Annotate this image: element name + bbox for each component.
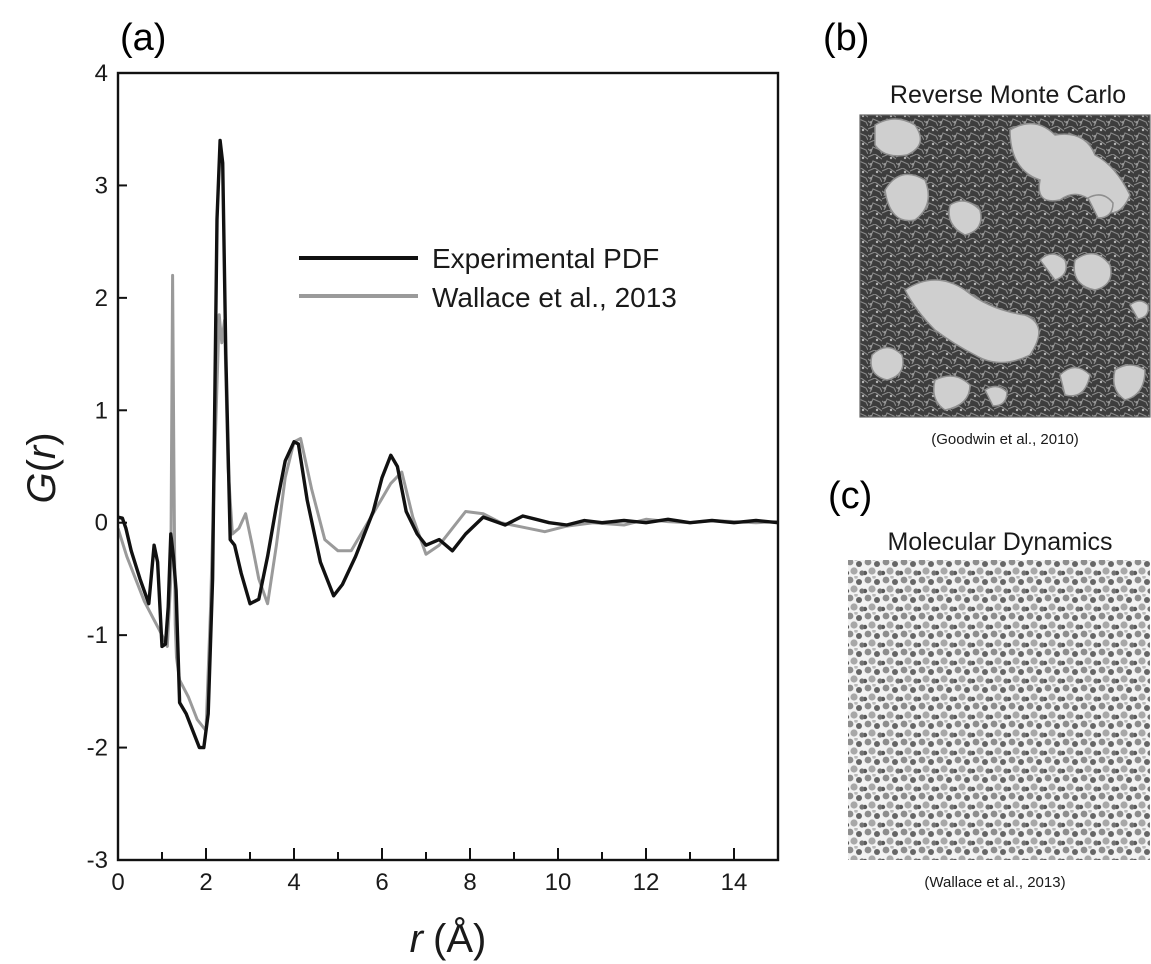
x-tick-label: 12 [633, 869, 660, 896]
md-configuration-image [848, 560, 1150, 860]
rmc-credit: (Goodwin et al., 2010) [931, 431, 1079, 448]
series-line-experimental [118, 138, 778, 750]
x-tick-label: 10 [545, 869, 572, 896]
x-tick-label: 14 [721, 869, 748, 896]
x-tick-label: 2 [199, 869, 212, 896]
md-title: Molecular Dynamics [887, 528, 1112, 556]
y-tick-label: 0 [95, 510, 108, 537]
plot-frame [116, 71, 780, 862]
y-tick-label: 4 [95, 60, 108, 87]
legend: Experimental PDF Wallace et al., 2013 [299, 243, 677, 313]
y-tick-label: 1 [95, 397, 108, 424]
legend-label-experimental: Experimental PDF [432, 243, 659, 274]
y-tick-label: 2 [95, 285, 108, 312]
rmc-configuration-image [859, 114, 1151, 418]
y-axis-ticks: -3 -2 -1 0 1 2 3 4 [87, 60, 127, 874]
panel-c-label: (c) [828, 475, 872, 517]
x-axis-title: r (Å) [410, 916, 487, 961]
y-tick-label: -1 [87, 622, 108, 649]
y-tick-label: 3 [95, 172, 108, 199]
rmc-title: Reverse Monte Carlo [890, 81, 1126, 109]
x-tick-label: 4 [287, 869, 300, 896]
panel-a-label: (a) [120, 17, 166, 59]
y-tick-label: -2 [87, 735, 108, 762]
x-tick-label: 8 [463, 869, 476, 896]
md-credit: (Wallace et al., 2013) [924, 874, 1065, 891]
panel-b-label: (b) [823, 17, 869, 59]
x-tick-label: 0 [111, 869, 124, 896]
x-tick-label: 6 [375, 869, 388, 896]
legend-label-wallace: Wallace et al., 2013 [432, 282, 677, 313]
y-axis-title: G(r) [20, 432, 64, 503]
y-tick-label: -3 [87, 847, 108, 874]
x-axis-ticks: 0 2 4 6 8 10 12 14 [111, 848, 747, 896]
